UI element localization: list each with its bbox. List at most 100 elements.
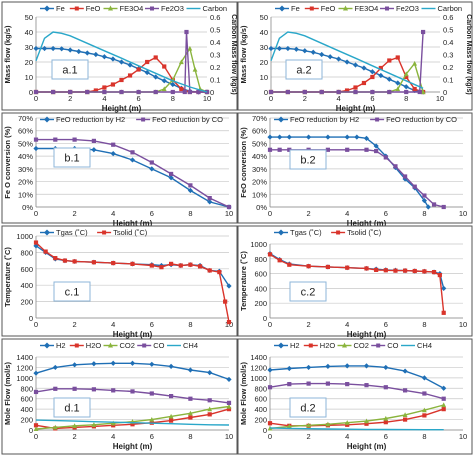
data-point: [33, 45, 39, 52]
data-point: [441, 396, 446, 401]
data-point: [50, 45, 56, 52]
data-point: [422, 413, 427, 418]
data-point: [226, 403, 232, 409]
legend-label: Tsolid (˚C): [347, 228, 382, 237]
x-tick-label: 8: [404, 94, 408, 103]
x-tick-label: 0: [34, 320, 38, 329]
y-tick-label: 1000: [16, 374, 33, 383]
y-axis-title: Mass flow (kg/s): [3, 25, 12, 83]
data-point: [91, 138, 96, 143]
data-point: [178, 59, 184, 65]
data-point: [76, 48, 82, 55]
data-point: [207, 199, 213, 205]
series-line-H2: [269, 365, 445, 389]
panel-label-box: [53, 397, 91, 418]
data-point: [67, 47, 73, 53]
data-point: [403, 84, 409, 90]
data-point: [441, 310, 446, 315]
data-point: [286, 423, 292, 429]
data-point: [431, 202, 437, 207]
panel-b1: 0% 10% 20% 30% 40% 50% 60% 70% 0 2 4 6 8 10 Height (m)…: [1, 112, 238, 228]
data-point: [412, 268, 417, 274]
data-point: [33, 145, 39, 152]
data-point: [110, 151, 116, 157]
data-point: [207, 268, 212, 273]
data-point: [287, 147, 292, 152]
legend-label: CO2: [354, 341, 369, 350]
data-point: [421, 198, 427, 204]
legend-label: H2O: [320, 341, 336, 350]
y-axis-title: Mole Flow (mol/s): [3, 362, 12, 425]
data-point: [345, 265, 350, 270]
data-point: [364, 418, 369, 424]
x-tick-label: 0: [34, 209, 38, 218]
data-point: [93, 51, 99, 58]
data-point: [207, 196, 212, 201]
data-point: [72, 137, 77, 142]
data-point: [91, 260, 96, 265]
data-point: [149, 416, 155, 422]
legend-marker: [108, 342, 113, 348]
data-point: [420, 89, 426, 95]
data-point: [387, 58, 392, 63]
data-point: [84, 50, 90, 56]
data-point: [441, 407, 446, 412]
data-point: [119, 89, 124, 95]
x-tick-label: 4: [337, 94, 341, 103]
data-point: [422, 391, 427, 396]
x-tick-label: 0: [34, 432, 38, 441]
x-tick-label: 6: [150, 320, 154, 329]
data-point: [403, 417, 408, 422]
legend-marker: [278, 229, 284, 236]
data-point: [361, 80, 367, 86]
x-tick-label: 4: [111, 209, 115, 218]
panel-c1: 0 200 400 600 800 1000 0 2 4 6 8 10 Height (m) Temper…: [1, 225, 238, 339]
data-point: [383, 364, 389, 371]
data-point: [373, 143, 379, 149]
x-tick-label: 0: [268, 320, 272, 329]
y2-tick-label: 0.6: [210, 13, 220, 22]
panel-label: c.1: [65, 287, 80, 299]
x-axis-title: Height (m): [347, 219, 387, 228]
y-tick-label: 0: [29, 88, 33, 97]
data-point: [226, 204, 232, 210]
data-point: [417, 89, 422, 95]
data-point: [402, 368, 408, 374]
x-tick-label: 2: [307, 209, 311, 218]
data-point: [161, 86, 167, 92]
data-point: [383, 155, 388, 160]
data-point: [353, 85, 358, 90]
data-point: [302, 89, 307, 95]
data-point: [306, 364, 312, 371]
data-point: [168, 175, 174, 181]
legend-label: H2: [290, 341, 300, 350]
y-tick-label: 0: [29, 314, 33, 323]
x-tick-label: 10: [225, 209, 233, 218]
series-line-CO: [269, 382, 444, 400]
y-tick-label: 30: [260, 43, 268, 52]
legend-label: Tgas (˚C): [56, 228, 88, 237]
data-point: [182, 89, 187, 95]
data-point: [277, 134, 283, 140]
y-tick-label: 800: [254, 255, 267, 264]
legend-marker: [74, 6, 79, 11]
data-point: [276, 45, 283, 52]
data-point: [52, 424, 58, 430]
series-line-Fe2O3: [36, 31, 207, 93]
y-tick-label: 20%: [18, 178, 33, 187]
data-point: [153, 74, 159, 80]
y-tick-label: 600: [254, 395, 267, 404]
data-point: [395, 86, 401, 92]
series-line-CO2: [269, 404, 444, 430]
x-tick-label: 0: [268, 209, 272, 218]
data-point: [169, 394, 174, 399]
data-point: [111, 260, 116, 266]
x-tick-label: 6: [384, 432, 388, 441]
legend-marker: [141, 117, 146, 122]
data-point: [149, 361, 155, 367]
y2-tick-label: 0.1: [443, 76, 453, 85]
y-tick-label: 40: [260, 28, 268, 37]
legend-label: H2: [56, 341, 66, 350]
y-tick-label: 60%: [18, 127, 33, 136]
